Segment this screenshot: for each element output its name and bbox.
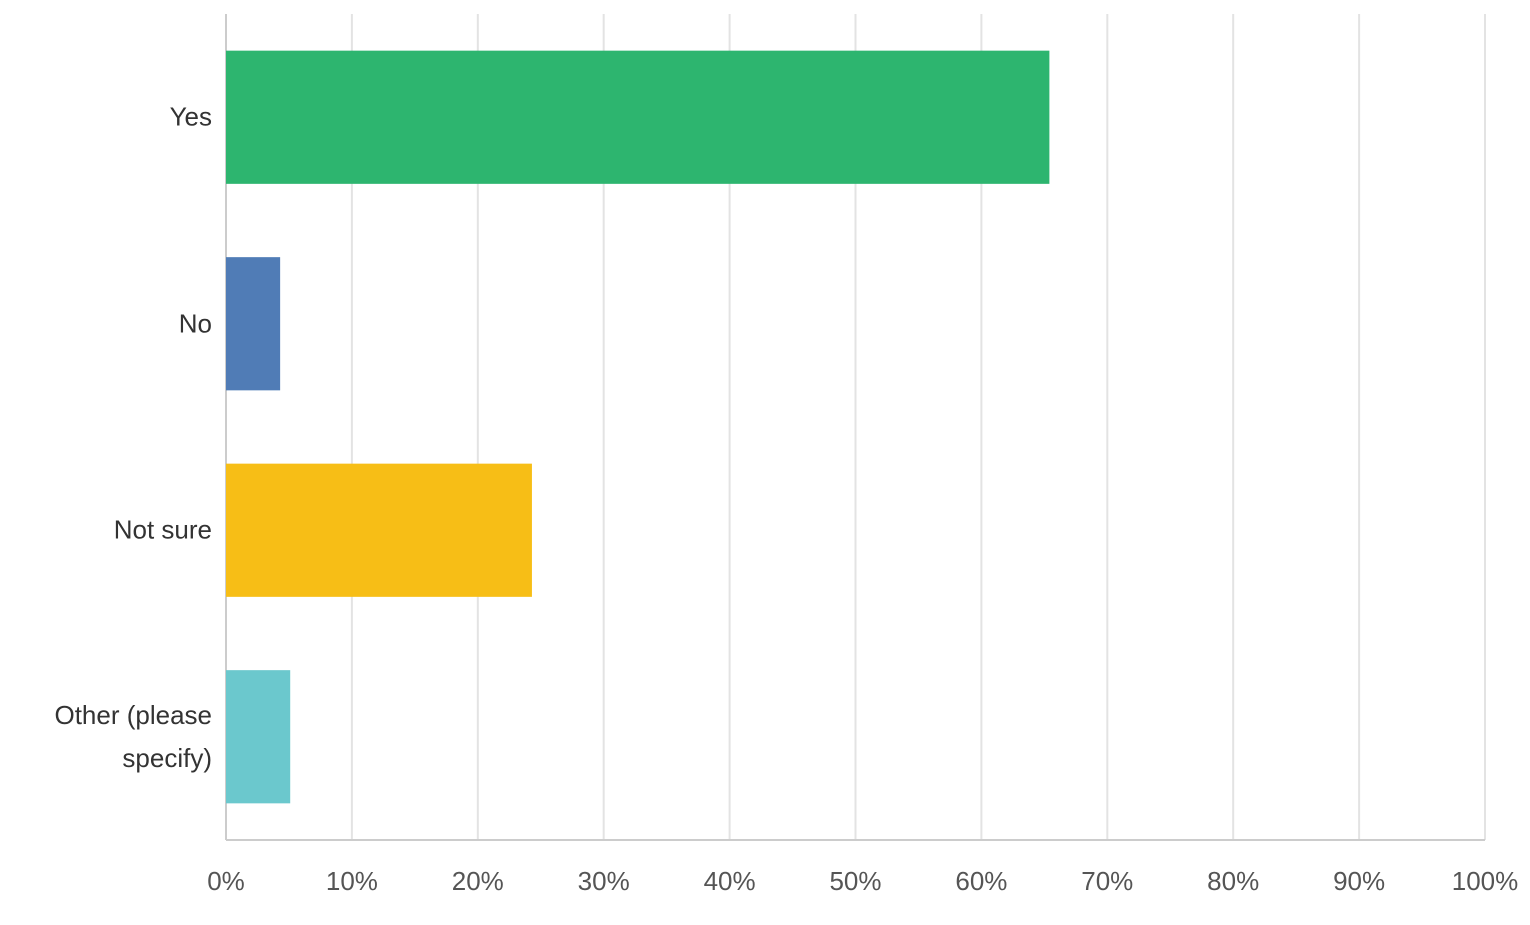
y-tick-label: Not sure	[113, 514, 212, 545]
x-tick-label: 0%	[207, 866, 245, 896]
y-tick-label: Yes	[169, 101, 212, 132]
bar	[226, 463, 532, 597]
bar	[226, 50, 1050, 184]
x-tick-label: 50%	[829, 866, 881, 896]
y-tick-label: Other (please specify)	[54, 699, 212, 773]
x-tick-label: 80%	[1207, 866, 1259, 896]
bar	[226, 670, 291, 804]
x-tick-label: 20%	[452, 866, 504, 896]
x-tick-label: 60%	[955, 866, 1007, 896]
x-tick-label: 30%	[578, 866, 630, 896]
x-tick-label: 70%	[1081, 866, 1133, 896]
x-tick-label: 10%	[326, 866, 378, 896]
x-tick-label: 100%	[1452, 866, 1519, 896]
x-tick-label: 90%	[1333, 866, 1385, 896]
x-tick-label: 40%	[704, 866, 756, 896]
bar	[226, 257, 281, 391]
y-tick-label: No	[178, 308, 212, 339]
